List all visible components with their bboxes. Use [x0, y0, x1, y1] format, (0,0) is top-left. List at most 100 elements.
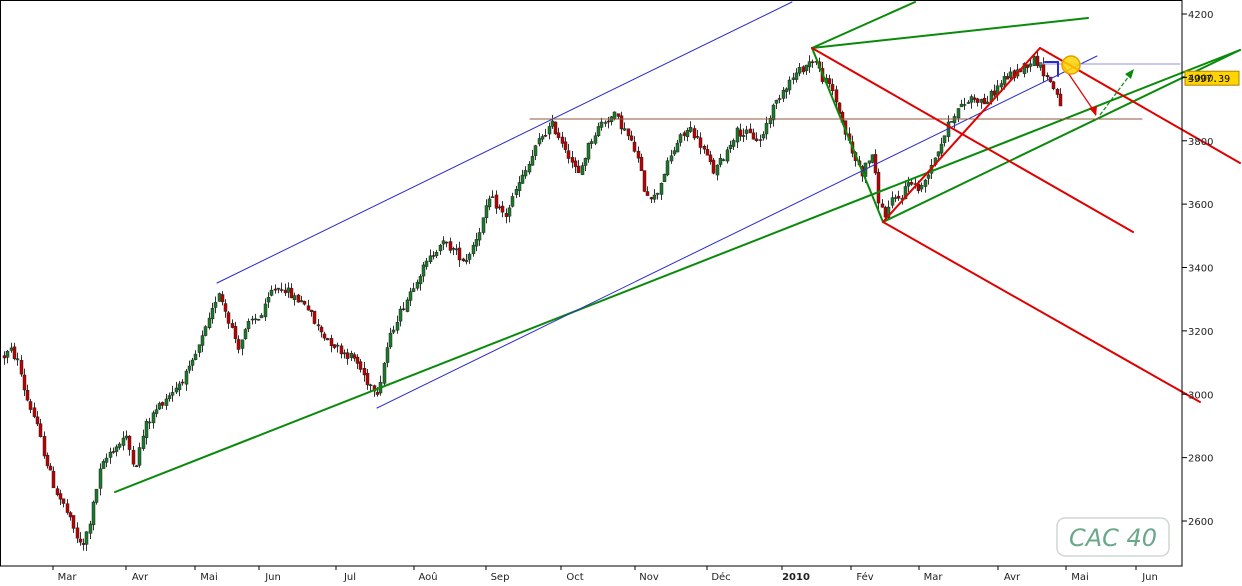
candle-body: [322, 333, 327, 339]
candle-body: [289, 288, 294, 299]
candle-body: [259, 315, 264, 319]
candle-body: [909, 182, 914, 185]
candle-body: [768, 117, 773, 124]
candle-body: [1005, 76, 1010, 80]
candle-body: [91, 501, 96, 525]
candle-body: [642, 170, 647, 192]
candle-body: [876, 172, 881, 204]
candle-body: [131, 449, 136, 465]
candle-body: [540, 136, 545, 140]
candle-body: [170, 392, 175, 396]
candle-body: [203, 326, 208, 336]
candle-body: [418, 276, 423, 285]
y-tick-label: 2600: [1188, 517, 1213, 528]
x-tick-label: Mai: [200, 572, 218, 583]
candle-body: [682, 132, 687, 136]
candle-body: [903, 186, 908, 200]
candle-body: [926, 174, 931, 179]
candle-body: [669, 155, 674, 162]
candle-body: [708, 154, 713, 162]
candle-body: [421, 264, 426, 277]
candle-body: [510, 196, 515, 207]
candle-body: [1051, 81, 1056, 90]
candle-body: [339, 345, 344, 355]
candle-body: [101, 461, 106, 469]
x-tick-label: Jun: [264, 572, 281, 583]
candle-body: [672, 150, 677, 155]
candle-body: [949, 121, 954, 123]
candle-body: [797, 67, 802, 74]
candle-body: [956, 108, 961, 119]
candle-body: [500, 205, 505, 213]
candle-body: [975, 98, 980, 103]
candle-body: [923, 179, 928, 187]
candle-body: [78, 538, 83, 543]
candle-body: [1032, 56, 1037, 66]
candle-body: [180, 381, 185, 384]
candle-body: [880, 203, 885, 208]
candle-body: [193, 353, 198, 360]
candle-body: [616, 113, 621, 117]
y-axis: 4200 4000 3800 3600 3400 3200 3000 2800 2600: [1182, 10, 1213, 528]
candle-body: [649, 197, 654, 200]
candle-body: [517, 182, 522, 191]
candle-body: [157, 403, 162, 410]
candle-body: [484, 205, 489, 218]
candle-body: [177, 383, 182, 391]
candle-body: [692, 128, 697, 139]
candle-body: [124, 435, 129, 439]
y-tick-label: 3600: [1188, 200, 1213, 211]
candle-body: [771, 104, 776, 121]
candle-body: [711, 159, 716, 174]
candle-body: [352, 354, 357, 359]
candle-body: [731, 140, 736, 147]
candle-body: [75, 527, 80, 539]
candle-body: [266, 296, 271, 303]
candle-body: [151, 412, 156, 424]
x-tick-label: Avr: [1004, 572, 1021, 583]
candle-body: [55, 488, 60, 495]
candle-body: [309, 309, 314, 313]
candle-body: [962, 104, 967, 106]
candle-body: [764, 123, 769, 135]
candle-body: [368, 384, 373, 386]
y-tick-label: 4200: [1188, 10, 1213, 21]
candle-body: [286, 287, 291, 293]
candle-body: [28, 401, 33, 410]
candle-body: [319, 326, 324, 333]
x-tick-label: Oct: [566, 572, 583, 583]
candle-body: [299, 300, 304, 303]
candle-body: [187, 365, 192, 371]
candle-body: [32, 407, 37, 417]
candle-body: [999, 83, 1004, 88]
candle-body: [477, 232, 482, 241]
candle-body: [520, 174, 525, 184]
candle-body: [365, 372, 370, 386]
candle-body: [302, 301, 307, 305]
candle-body: [754, 138, 759, 142]
candle-body: [184, 370, 189, 385]
candle-body: [48, 465, 53, 471]
candle-body: [685, 130, 690, 137]
candle-body: [583, 158, 588, 166]
candle-body: [415, 281, 420, 289]
candle-body: [870, 154, 875, 163]
candle-body: [15, 358, 20, 361]
x-tick-label: Fév: [856, 571, 873, 583]
candle-body: [830, 84, 835, 92]
candle-body: [784, 88, 789, 92]
candle-body: [606, 120, 611, 123]
red-arrow-head: [1089, 106, 1097, 116]
candle-body: [530, 156, 535, 166]
candle-body: [547, 126, 552, 135]
candle-body: [652, 194, 657, 200]
candle-body: [936, 151, 941, 157]
candle-body: [190, 359, 195, 366]
candle-body: [250, 318, 255, 321]
candle-body: [827, 78, 832, 84]
candle-body: [438, 244, 443, 252]
last-price-label: 3997.39: [1188, 74, 1230, 85]
candle-body: [226, 312, 231, 324]
candle-body: [639, 157, 644, 171]
